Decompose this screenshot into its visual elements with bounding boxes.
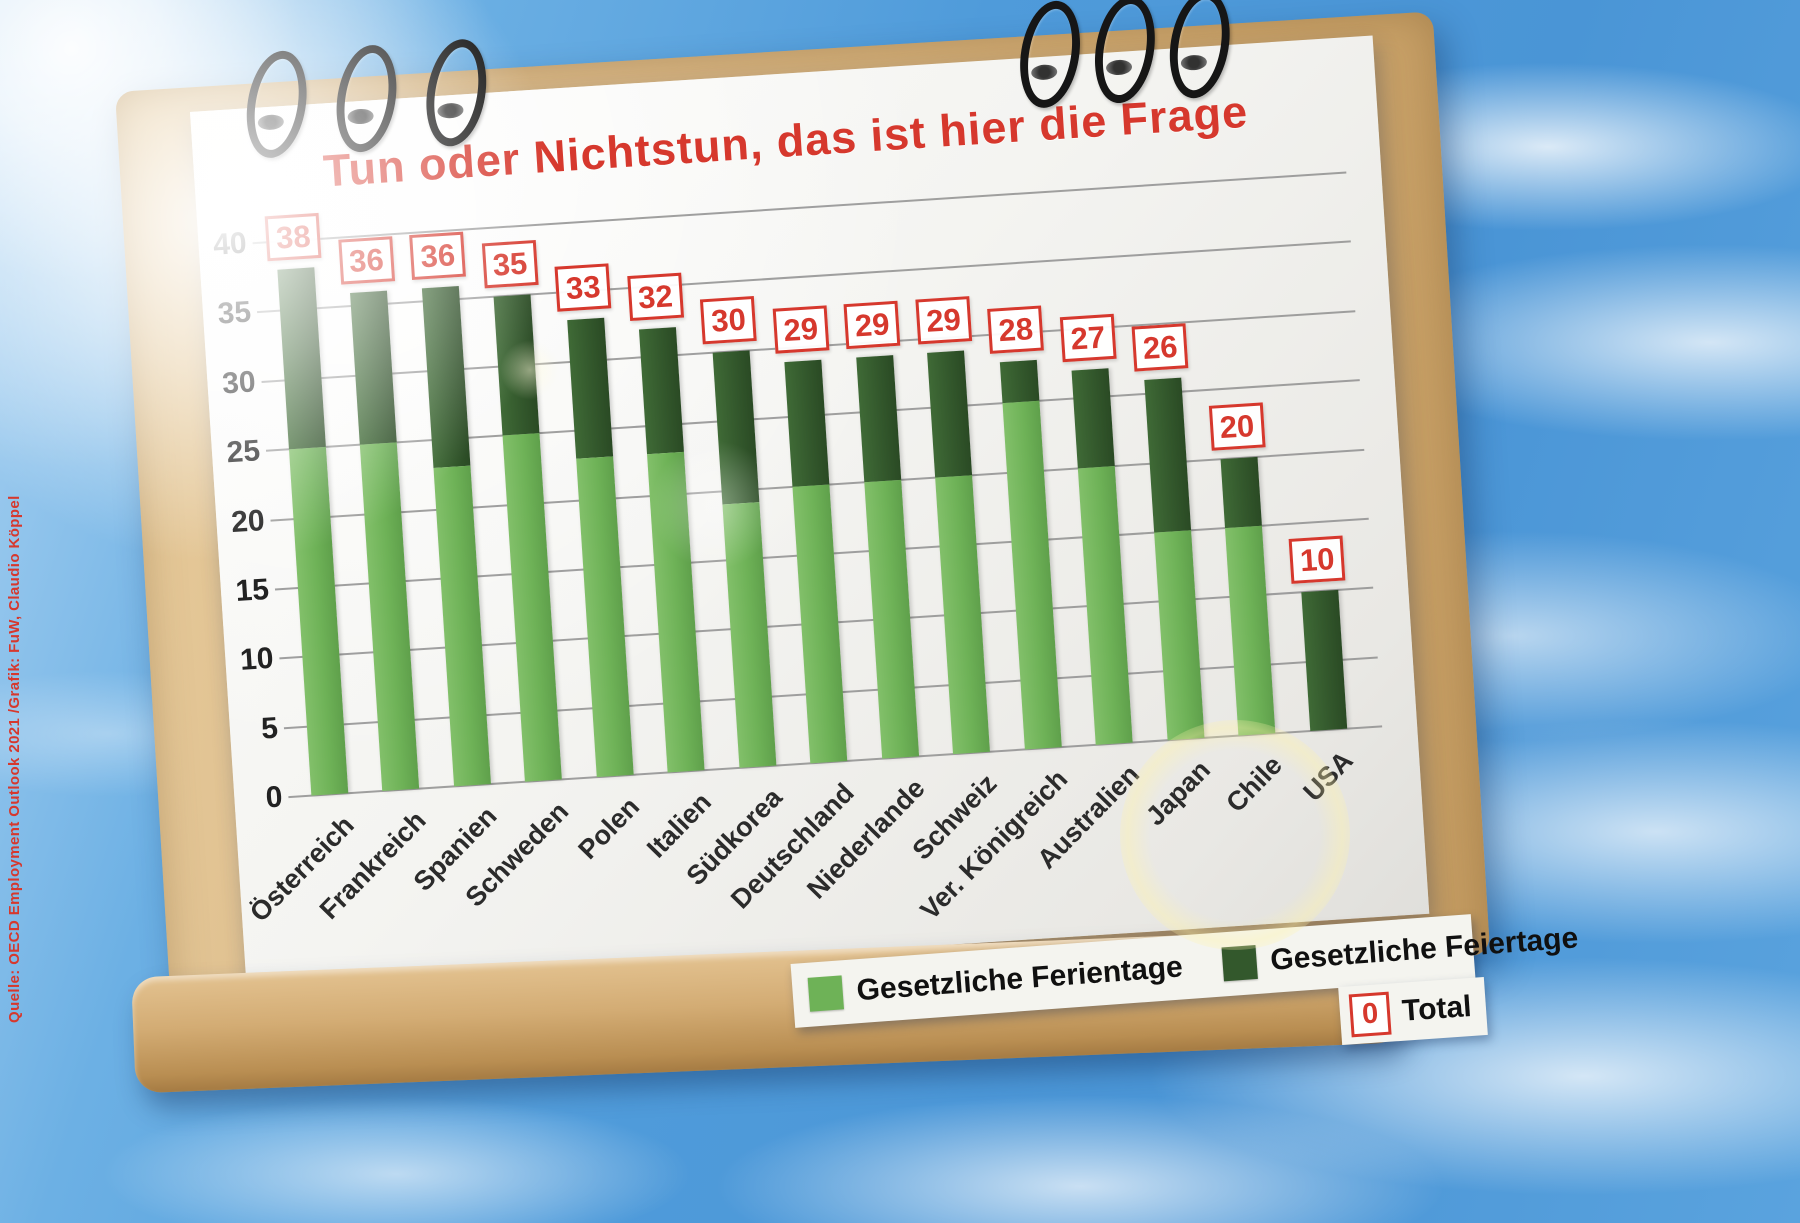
legend-total-symbol: 0: [1348, 991, 1392, 1037]
bar-Italien: [638, 327, 705, 773]
bar-segment-feiertage: [1071, 368, 1115, 468]
bar-segment-feiertage: [638, 327, 684, 455]
bar-segment-ferientage: [935, 474, 990, 755]
y-tick-5: 5: [260, 711, 279, 746]
bar-segment-ferientage: [288, 447, 348, 796]
y-tick-25: 25: [225, 434, 262, 470]
source-credit: Quelle: OECD Employment Outlook 2021 /Gr…: [6, 495, 23, 1023]
bar-segment-feiertage: [784, 359, 830, 487]
y-tick-0: 0: [264, 780, 284, 815]
total-badge-Chile: 20: [1208, 401, 1266, 451]
legend-swatch-ferientage-icon: [807, 975, 845, 1012]
y-tick-35: 35: [216, 295, 253, 331]
total-badge-Frankreich: 36: [337, 235, 396, 285]
y-tick-40: 40: [212, 226, 248, 262]
bar-segment-feiertage: [1220, 456, 1262, 528]
total-badge-Polen: 33: [554, 263, 612, 312]
bar-segment-ferientage: [1153, 530, 1205, 741]
legend-label-ferientage: Gesetzliche Ferientage: [855, 950, 1184, 1008]
bar-Chile: [1220, 456, 1276, 736]
bar-Österreich: [276, 267, 348, 796]
total-badge-Spanien: 36: [409, 231, 467, 280]
bar-segment-feiertage: [276, 267, 326, 450]
bar-Schweden: [493, 294, 562, 782]
bar-segment-ferientage: [359, 442, 420, 792]
total-badge-Schweiz: 29: [914, 295, 973, 345]
bar-segment-feiertage: [1143, 377, 1191, 533]
bar-segment-ferientage: [863, 479, 919, 759]
bar-segment-feiertage: [999, 359, 1039, 404]
y-tick-30: 30: [221, 365, 257, 401]
bar-segment-ferientage: [502, 433, 562, 782]
bar-segment-feiertage: [493, 294, 540, 436]
plot-area: 0 5 10 15 20 25 30 35 40 38 Österreich 36 Frankreich…: [190, 36, 1429, 991]
bar-segment-ferientage: [1001, 400, 1062, 750]
bar-segment-ferientage: [432, 465, 491, 787]
bar-segment-feiertage: [1300, 590, 1347, 732]
legend-total: 0 Total: [1338, 976, 1488, 1046]
bar-Australien: [1071, 368, 1133, 745]
total-badge-Südkorea: 30: [699, 295, 758, 345]
total-badge-Österreich: 38: [264, 212, 322, 262]
bar-segment-feiertage: [712, 350, 759, 505]
bar-segment-ferientage: [647, 451, 705, 773]
bar-segment-ferientage: [1077, 465, 1133, 745]
y-tick-15: 15: [234, 572, 271, 608]
bar-Ver. Königreich: [999, 359, 1062, 750]
legend-total-label: Total: [1400, 989, 1473, 1028]
total-badge-Australien: 27: [1059, 314, 1117, 363]
bar-segment-ferientage: [792, 484, 848, 764]
legend-swatch-feiertage-icon: [1221, 944, 1258, 982]
bar-segment-ferientage: [721, 502, 776, 768]
bar-segment-feiertage: [855, 354, 901, 482]
bar-Spanien: [421, 285, 491, 787]
bar-Niederlande: [855, 354, 919, 759]
bar-Frankreich: [349, 290, 420, 792]
legend-label-feiertage: Gesetzliche Feiertage: [1269, 921, 1580, 977]
total-badge-Schweden: 35: [481, 240, 539, 289]
bar-segment-feiertage: [566, 317, 613, 459]
total-badge-Japan: 26: [1131, 323, 1189, 372]
total-badge-Ver. Königreich: 28: [987, 304, 1045, 354]
bar-Japan: [1143, 377, 1205, 741]
total-badge-Italien: 32: [626, 272, 685, 322]
bar-USA: [1300, 590, 1347, 732]
bar-Deutschland: [784, 359, 848, 764]
bar-segment-feiertage: [349, 290, 397, 445]
bar-segment-ferientage: [575, 456, 634, 778]
y-tick-20: 20: [230, 503, 266, 539]
bar-segment-ferientage: [1224, 525, 1276, 736]
total-badge-Deutschland: 29: [772, 304, 830, 354]
bar-Schweiz: [927, 350, 990, 755]
total-badge-USA: 10: [1288, 535, 1346, 585]
bar-segment-feiertage: [927, 350, 973, 478]
y-tick-10: 10: [239, 642, 275, 678]
calendar-page: Tun oder Nichtstun, das ist hier die Fra…: [190, 0, 1430, 991]
total-badge-Niederlande: 29: [843, 300, 901, 349]
